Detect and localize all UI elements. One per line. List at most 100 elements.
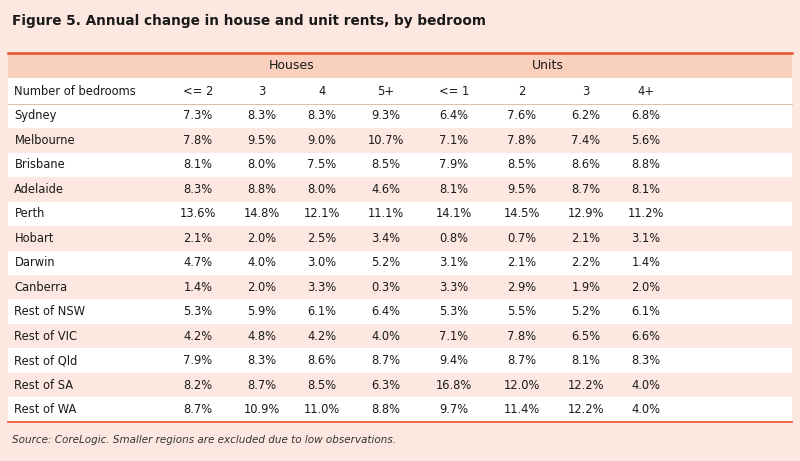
Text: 4.0%: 4.0% xyxy=(247,256,277,269)
Text: 14.5%: 14.5% xyxy=(504,207,540,220)
Text: 7.1%: 7.1% xyxy=(439,330,469,343)
Text: 2.2%: 2.2% xyxy=(571,256,601,269)
Text: Sydney: Sydney xyxy=(14,109,57,123)
Text: 10.9%: 10.9% xyxy=(244,403,280,416)
Text: 0.7%: 0.7% xyxy=(507,232,537,245)
Text: 3: 3 xyxy=(258,84,266,98)
Text: 2.1%: 2.1% xyxy=(507,256,537,269)
Text: 8.6%: 8.6% xyxy=(571,159,601,171)
Text: 8.6%: 8.6% xyxy=(307,354,337,367)
Text: 2.0%: 2.0% xyxy=(247,232,277,245)
Text: 9.0%: 9.0% xyxy=(307,134,337,147)
Text: 14.1%: 14.1% xyxy=(436,207,472,220)
Text: 7.4%: 7.4% xyxy=(571,134,601,147)
Bar xyxy=(8,104,792,128)
Text: 16.8%: 16.8% xyxy=(436,378,472,391)
Text: Rest of NSW: Rest of NSW xyxy=(14,305,86,318)
Text: 0.3%: 0.3% xyxy=(371,281,401,294)
Text: 8.3%: 8.3% xyxy=(183,183,213,196)
Text: 3.0%: 3.0% xyxy=(307,256,337,269)
Text: 2.1%: 2.1% xyxy=(183,232,213,245)
Text: 3.4%: 3.4% xyxy=(371,232,401,245)
Text: 0.8%: 0.8% xyxy=(439,232,469,245)
Text: 2.0%: 2.0% xyxy=(631,281,661,294)
Text: Figure 5. Annual change in house and unit rents, by bedroom: Figure 5. Annual change in house and uni… xyxy=(12,14,486,28)
Text: 8.3%: 8.3% xyxy=(247,354,277,367)
Bar xyxy=(8,78,792,104)
Text: 9.5%: 9.5% xyxy=(507,183,537,196)
Text: 4+: 4+ xyxy=(638,84,654,98)
Text: 8.5%: 8.5% xyxy=(371,159,401,171)
Text: 8.7%: 8.7% xyxy=(571,183,601,196)
Text: 3.1%: 3.1% xyxy=(631,232,661,245)
Text: 6.4%: 6.4% xyxy=(439,109,469,123)
Bar xyxy=(8,349,792,373)
Text: 4: 4 xyxy=(318,84,326,98)
Text: 1.4%: 1.4% xyxy=(183,281,213,294)
Text: 4.0%: 4.0% xyxy=(631,378,661,391)
Text: 3.3%: 3.3% xyxy=(307,281,337,294)
Text: 2.9%: 2.9% xyxy=(507,281,537,294)
Text: Rest of SA: Rest of SA xyxy=(14,378,74,391)
Bar xyxy=(8,373,792,397)
Text: 8.3%: 8.3% xyxy=(631,354,661,367)
Text: 12.1%: 12.1% xyxy=(304,207,340,220)
Text: 2.5%: 2.5% xyxy=(307,232,337,245)
Bar xyxy=(8,324,792,349)
Text: 7.9%: 7.9% xyxy=(183,354,213,367)
Bar xyxy=(8,300,792,324)
Text: 8.8%: 8.8% xyxy=(371,403,401,416)
Text: 11.4%: 11.4% xyxy=(504,403,540,416)
Text: 8.1%: 8.1% xyxy=(183,159,213,171)
Text: 3: 3 xyxy=(582,84,590,98)
Text: 7.8%: 7.8% xyxy=(507,330,537,343)
Text: 9.5%: 9.5% xyxy=(247,134,277,147)
Text: 14.8%: 14.8% xyxy=(244,207,280,220)
Text: 7.5%: 7.5% xyxy=(307,159,337,171)
Text: 3.1%: 3.1% xyxy=(439,256,469,269)
Text: 8.5%: 8.5% xyxy=(507,159,537,171)
Text: 4.2%: 4.2% xyxy=(183,330,213,343)
Text: 9.3%: 9.3% xyxy=(371,109,401,123)
Text: 8.1%: 8.1% xyxy=(631,183,661,196)
Bar xyxy=(8,153,792,177)
Bar xyxy=(8,226,792,250)
Text: 8.0%: 8.0% xyxy=(307,183,337,196)
Text: 8.7%: 8.7% xyxy=(247,378,277,391)
Text: 8.7%: 8.7% xyxy=(183,403,213,416)
Text: Melbourne: Melbourne xyxy=(14,134,75,147)
Text: 8.3%: 8.3% xyxy=(307,109,337,123)
Text: Adelaide: Adelaide xyxy=(14,183,64,196)
Text: 5.5%: 5.5% xyxy=(507,305,537,318)
Text: 6.5%: 6.5% xyxy=(571,330,601,343)
Text: 4.2%: 4.2% xyxy=(307,330,337,343)
Text: 8.7%: 8.7% xyxy=(507,354,537,367)
Text: 3.3%: 3.3% xyxy=(439,281,469,294)
Bar xyxy=(8,128,792,153)
Text: 6.2%: 6.2% xyxy=(571,109,601,123)
Text: 4.7%: 4.7% xyxy=(183,256,213,269)
Text: 6.1%: 6.1% xyxy=(307,305,337,318)
Bar xyxy=(8,201,792,226)
Bar xyxy=(8,250,792,275)
Text: 6.4%: 6.4% xyxy=(371,305,401,318)
Text: 8.8%: 8.8% xyxy=(247,183,277,196)
Text: 6.6%: 6.6% xyxy=(631,330,661,343)
Text: <= 1: <= 1 xyxy=(439,84,469,98)
Bar xyxy=(8,177,792,201)
Text: Rest of WA: Rest of WA xyxy=(14,403,77,416)
Text: 8.7%: 8.7% xyxy=(371,354,401,367)
Text: 5.2%: 5.2% xyxy=(571,305,601,318)
Text: 8.5%: 8.5% xyxy=(307,378,337,391)
Text: 8.8%: 8.8% xyxy=(631,159,661,171)
Text: 5+: 5+ xyxy=(378,84,394,98)
Text: Units: Units xyxy=(532,59,564,72)
Text: 9.4%: 9.4% xyxy=(439,354,469,367)
Text: 7.1%: 7.1% xyxy=(439,134,469,147)
Text: Darwin: Darwin xyxy=(14,256,55,269)
Text: 11.1%: 11.1% xyxy=(368,207,404,220)
Text: Source: CoreLogic. Smaller regions are excluded due to low observations.: Source: CoreLogic. Smaller regions are e… xyxy=(12,435,396,445)
Text: 5.3%: 5.3% xyxy=(439,305,469,318)
Text: 8.2%: 8.2% xyxy=(183,378,213,391)
Text: Rest of VIC: Rest of VIC xyxy=(14,330,78,343)
